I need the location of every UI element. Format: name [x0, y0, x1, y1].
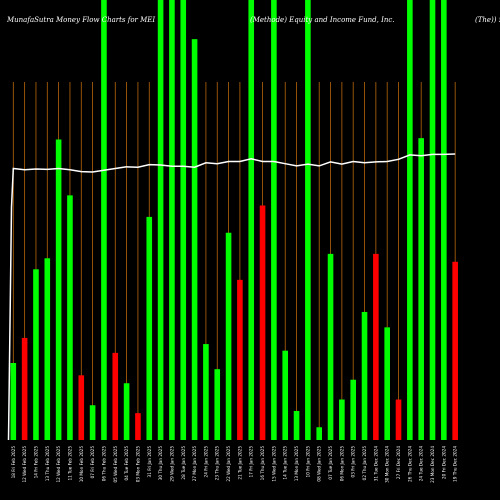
x-tick-label: 23 Mon Dec 2024 — [430, 446, 435, 483]
x-tick-label: 07 Fri Feb 2025 — [90, 446, 95, 479]
x-tick-label: 11 Tue Feb 2025 — [67, 446, 72, 481]
bar — [237, 279, 243, 440]
bar — [259, 205, 266, 440]
chart-title-left: MunafaSutra Money Flow Charts for MEI — [6, 16, 155, 24]
bar — [395, 399, 402, 440]
bar — [191, 39, 198, 440]
x-tick-label: 10 Mon Feb 2025 — [79, 446, 84, 483]
x-tick-label: 14 Fri Feb 2025 — [33, 446, 38, 479]
x-tick-label: 19 Thu Dec 2024 — [453, 446, 458, 482]
x-tick-label: 14 Tue Jan 2025 — [283, 446, 288, 480]
x-tick-label: 02 Thu Jan 2025 — [362, 446, 367, 481]
x-tick-label: 27 Fri Dec 2024 — [396, 446, 401, 479]
bar — [214, 369, 221, 440]
x-tick-label: 23 Thu Jan 2025 — [215, 446, 220, 481]
x-tick-label: 12 Wed Feb 2025 — [22, 446, 27, 483]
x-tick-label: 20 Fri Dec 2024 — [441, 446, 446, 479]
bar — [384, 327, 390, 440]
x-tick-label: 18 Fri Feb 2025 — [11, 446, 16, 479]
bar — [21, 337, 28, 440]
x-tick-label: 21 Tue Jan 2025 — [237, 446, 242, 480]
x-tick-label: 28 Tue Jan 2025 — [181, 446, 186, 480]
bars — [10, 0, 458, 441]
x-tick-label: 15 Wed Jan 2025 — [271, 446, 276, 482]
bar — [101, 0, 107, 440]
x-tick-label: 27 Mon Jan 2025 — [192, 446, 197, 482]
bar — [44, 258, 51, 440]
bar — [271, 0, 277, 440]
x-tick-label: 22 Wed Jan 2025 — [226, 446, 231, 482]
x-tick-label: 17 Fri Jan 2025 — [249, 446, 254, 478]
x-tick-label: 13 Mon Jan 2025 — [294, 446, 299, 482]
x-tick-label: 13 Thu Feb 2025 — [45, 446, 50, 482]
bar — [78, 375, 85, 440]
x-tick-label: 30 Thu Jan 2025 — [158, 446, 163, 481]
x-tick-label: 04 Tue Feb 2025 — [124, 446, 129, 481]
bar — [407, 0, 413, 440]
bar — [123, 383, 130, 440]
x-tick-labels: 18 Fri Feb 2025 12 Wed Feb 2025 14 Fri Feb… — [11, 446, 458, 483]
bar — [350, 379, 356, 440]
x-tick-label: 16 Thu Jan 2025 — [260, 446, 265, 481]
price-line — [7, 153, 456, 441]
x-tick-label: 31 Fri Jan 2025 — [147, 446, 152, 478]
x-tick-label: 06 Thu Feb 2025 — [101, 446, 106, 482]
bar — [180, 0, 187, 440]
x-tick-label: 30 Mon Dec 2024 — [385, 446, 390, 483]
x-tick-label: 08 Wed Jan 2025 — [317, 446, 322, 482]
x-tick-label: 31 Tue Dec 2024 — [373, 446, 378, 482]
x-tick-label: 06 Mon Jan 2025 — [339, 446, 344, 482]
bar — [33, 269, 39, 440]
bar — [248, 0, 255, 440]
bar — [418, 138, 424, 440]
chart-title-middle: (Methode) Equity and Income Fund, Inc. — [250, 16, 395, 24]
bar — [293, 410, 300, 440]
bar — [157, 0, 164, 440]
x-tick-label: 24 Fri Jan 2025 — [203, 446, 208, 478]
bar — [89, 405, 96, 440]
bar — [112, 352, 119, 440]
x-tick-label: 26 Thu Dec 2024 — [407, 446, 412, 482]
bar — [373, 253, 379, 440]
x-tick-label: 03 Mon Feb 2025 — [135, 446, 140, 483]
bar — [135, 413, 141, 440]
bar — [55, 139, 62, 441]
bar — [327, 253, 334, 440]
bar — [67, 195, 73, 440]
x-tick-label: 12 Wed Feb 2025 — [56, 446, 61, 483]
x-tick-label: 05 Wed Feb 2025 — [113, 446, 118, 483]
bar — [441, 0, 447, 440]
bar — [316, 427, 323, 440]
x-tick-label: 10 Fri Jan 2025 — [305, 446, 310, 478]
x-tick-label: 24 Tue Dec 2024 — [419, 446, 424, 482]
bar — [169, 0, 175, 440]
bar — [282, 350, 289, 440]
bar — [339, 399, 345, 440]
bar — [10, 363, 17, 440]
bar — [361, 311, 368, 440]
bar — [452, 261, 458, 440]
x-tick-label: 29 Wed Jan 2025 — [169, 446, 174, 482]
bar — [146, 216, 153, 440]
bar — [305, 0, 311, 440]
chart-title-right: (The)) 5 — [475, 16, 500, 24]
bar — [429, 0, 436, 440]
bar — [225, 232, 232, 440]
x-tick-label: 03 Fri Jan 2025 — [351, 446, 356, 478]
bar — [203, 344, 209, 440]
x-tick-label: 07 Tue Jan 2025 — [328, 446, 333, 480]
